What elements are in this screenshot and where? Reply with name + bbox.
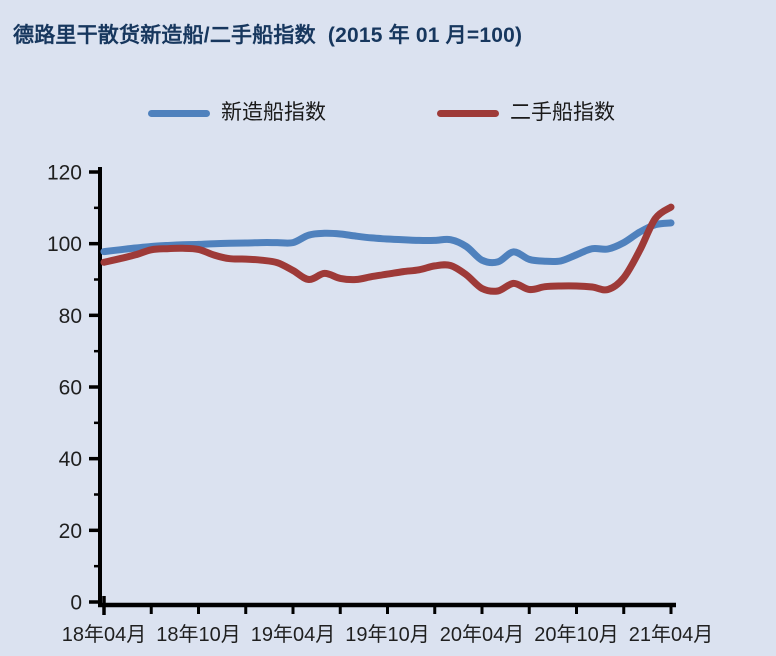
newbuild-line-swatch-icon [148,109,210,117]
x-tick-label: 18年10月 [156,623,241,646]
x-tick-label: 19年04月 [251,623,336,646]
x-tick-label: 18年04月 [62,623,147,646]
secondhand-line-swatch-icon [437,109,499,117]
x-tick-label: 21年04月 [629,623,714,646]
y-axis-ticks: 0 20 40 60 80 100 120 [47,162,100,615]
legend-label-secondhand: 二手船指数 [510,101,615,124]
y-tick-label: 0 [70,592,82,615]
x-tick-label: 19年10月 [345,623,430,646]
newbuild-index-line [100,219,675,267]
y-tick-label: 20 [59,520,82,543]
y-tick-label: 40 [59,448,82,471]
y-tick-label: 80 [59,305,82,328]
y-tick-label: 60 [59,377,82,400]
legend-item-newbuild: 新造船指数 [148,99,326,127]
legend-item-secondhand: 二手船指数 [437,99,615,127]
x-tick-labels: 18年04月 18年10月 19年04月 19年10月 20年04月 20年10月 21年0… [62,623,714,646]
x-tick-label: 20年10月 [534,623,619,646]
y-tick-label: 100 [47,233,82,256]
chart-title: 德路里干散货新造船/二手船指数 (2015 年 01 月=100) [13,24,523,47]
legend-label-newbuild: 新造船指数 [221,101,326,124]
y-tick-label: 120 [47,162,82,185]
x-tick-label: 20年04月 [440,623,525,646]
secondhand-index-line [100,203,675,295]
x-axis-ticks [102,596,673,615]
legend: 新造船指数 二手船指数 [0,99,776,127]
